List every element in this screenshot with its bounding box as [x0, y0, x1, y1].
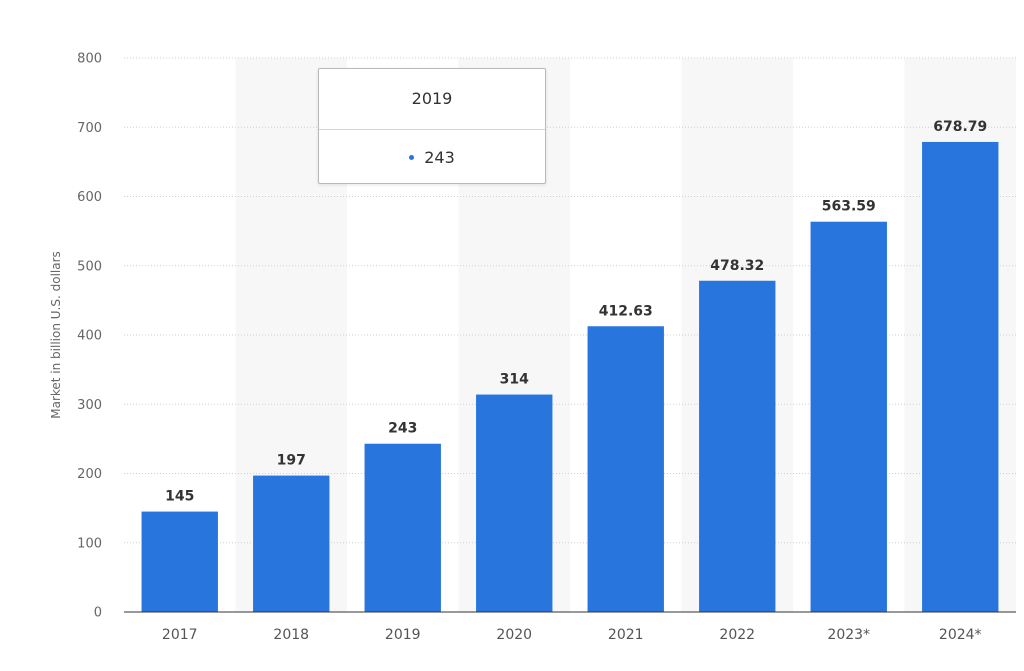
y-tick-label: 800 — [77, 52, 102, 67]
tooltip-title: 2019 — [319, 69, 545, 130]
x-tick-label: 2020 — [496, 627, 532, 643]
data-label: 478.32 — [710, 258, 764, 274]
y-tick-label: 200 — [77, 467, 102, 482]
data-label: 243 — [388, 421, 417, 437]
y-tick-label: 500 — [77, 259, 102, 274]
x-axis-ticks: 2017 2018 2019 2020 2021 2022 2023* 2024* — [162, 627, 982, 643]
data-label: 412.63 — [599, 303, 653, 319]
y-axis-ticks: 0 100 200 300 400 500 600 700 800 — [77, 52, 102, 621]
y-tick-label: 400 — [77, 329, 102, 344]
data-label: 678.79 — [933, 119, 987, 135]
y-axis-title: Market in billion U.S. dollars — [49, 251, 63, 419]
bar[interactable] — [364, 443, 441, 612]
data-label: 145 — [165, 489, 194, 505]
x-tick-label: 2019 — [385, 627, 421, 643]
x-tick-label: 2022 — [719, 627, 755, 643]
bar[interactable] — [922, 141, 999, 612]
data-label: 563.59 — [822, 199, 876, 215]
y-tick-label: 600 — [77, 190, 102, 205]
data-label: 314 — [500, 372, 529, 388]
bar[interactable] — [587, 326, 664, 612]
x-tick-label: 2024* — [939, 627, 982, 643]
tooltip-row: 243 — [319, 130, 545, 184]
tooltip: 2019 243 — [318, 68, 546, 184]
y-tick-label: 700 — [77, 121, 102, 136]
data-label: 197 — [277, 453, 306, 469]
bar[interactable] — [253, 475, 330, 612]
y-tick-label: 100 — [77, 536, 102, 551]
bar[interactable] — [810, 221, 887, 612]
bar[interactable] — [141, 511, 218, 612]
tooltip-value: 243 — [424, 147, 455, 167]
bar[interactable] — [699, 280, 776, 612]
x-tick-label: 2017 — [162, 627, 198, 643]
bar[interactable] — [476, 394, 553, 612]
y-tick-label: 300 — [77, 398, 102, 413]
x-tick-label: 2021 — [608, 627, 644, 643]
tooltip-series-dot-icon — [409, 154, 415, 160]
data-labels: 145 197 243 314 412.63 478.32 563.59 678.79 — [165, 119, 987, 505]
bars — [141, 141, 999, 612]
y-tick-label: 0 — [94, 606, 102, 621]
x-tick-label: 2023* — [827, 627, 870, 643]
x-tick-label: 2018 — [273, 627, 309, 643]
